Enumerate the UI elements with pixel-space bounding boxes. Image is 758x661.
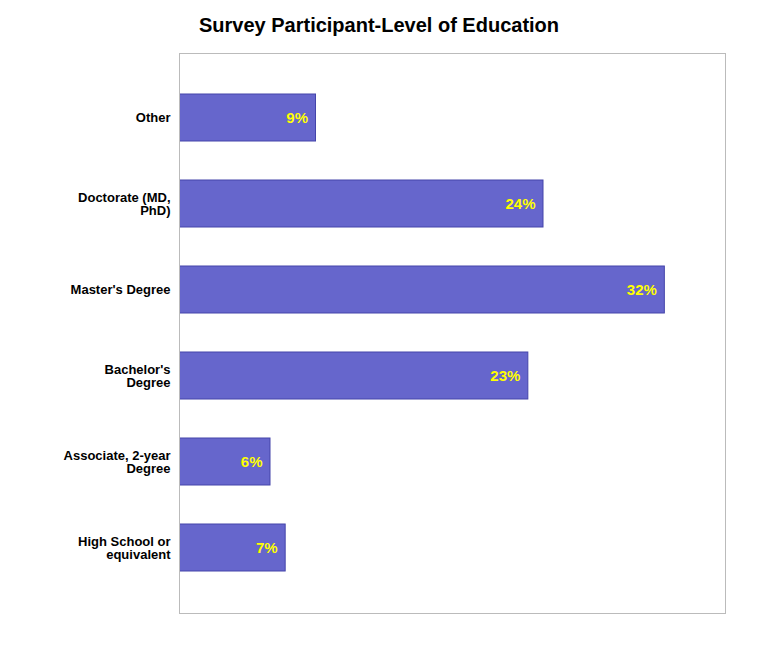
svg-text:9%: 9% (286, 109, 308, 126)
html-text:Survey Participant-Level of Ed: Survey Participant-Level of Education (199, 14, 559, 36)
svg-text:7%: 7% (256, 539, 278, 556)
svg-text:Associate, 2-yearDegree: Associate, 2-yearDegree (64, 448, 171, 476)
svg-text:24%: 24% (505, 195, 535, 212)
svg-text:Master's Degree: Master's Degree (71, 282, 171, 297)
svg-text:Doctorate (MD,PhD): Doctorate (MD,PhD) (78, 190, 170, 218)
svg-text:23%: 23% (490, 367, 520, 384)
svg-text:32%: 32% (627, 281, 657, 298)
svg-text:High School orequivalent: High School orequivalent (78, 534, 171, 562)
svg-text:6%: 6% (241, 453, 263, 470)
svg-text:Bachelor'sDegree: Bachelor'sDegree (105, 362, 171, 390)
svg-text:Other: Other (136, 110, 171, 125)
